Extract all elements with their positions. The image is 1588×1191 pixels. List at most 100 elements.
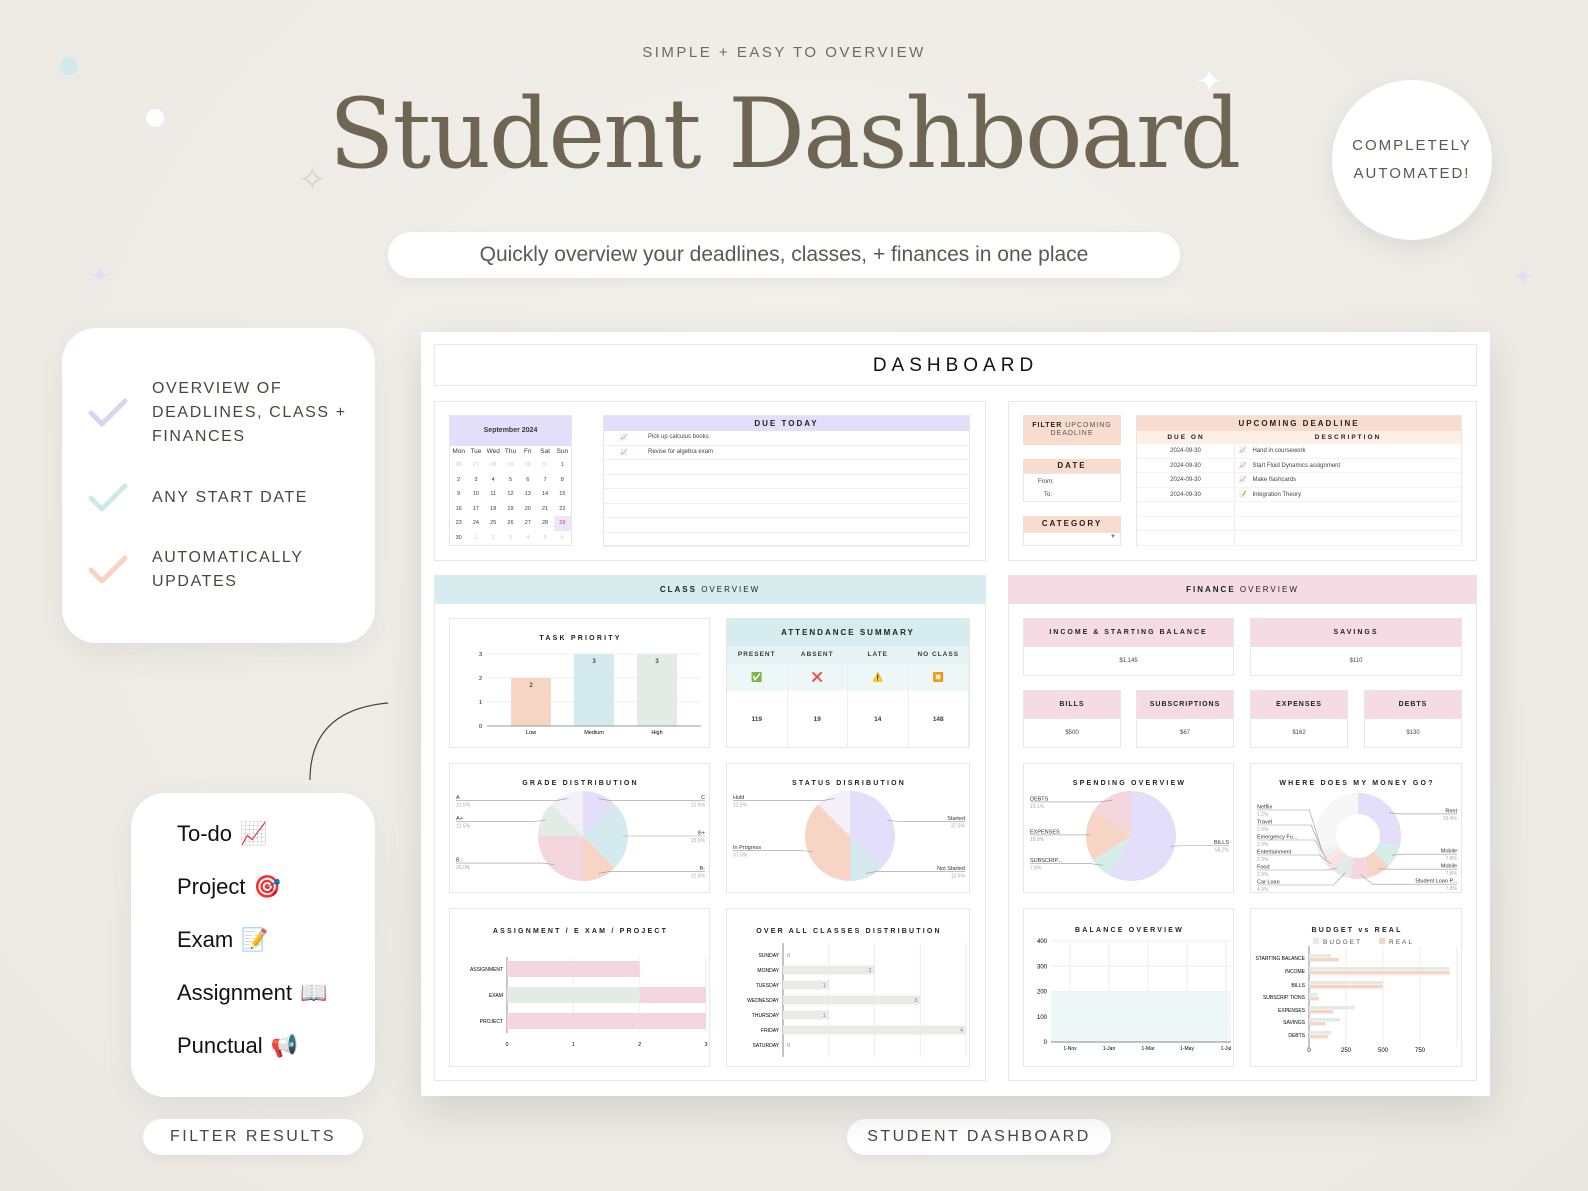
- calendar-day[interactable]: 2: [491, 534, 495, 541]
- bar: [1309, 1035, 1329, 1039]
- calendar-day[interactable]: 6: [560, 534, 564, 541]
- attendance-header: ATTENDANCE SUMMARY: [727, 619, 969, 646]
- calendar-day[interactable]: 10: [472, 491, 479, 498]
- category-label: TUESDAY: [756, 983, 780, 989]
- calendar-day[interactable]: 29: [553, 516, 571, 531]
- slice-percent: 25.0%: [456, 865, 471, 871]
- category-label: INCOME: [1285, 969, 1306, 975]
- calendar-day[interactable]: 23: [455, 520, 462, 527]
- category-select[interactable]: ▼: [1023, 532, 1121, 546]
- student-dashboard-caption: STUDENT DASHBOARD: [847, 1119, 1111, 1155]
- calendar-day[interactable]: 30: [455, 534, 462, 541]
- filter-item[interactable]: Exam 📝: [177, 927, 269, 953]
- chart-title: ASSIGNMENT / E XAM / PROJECT: [493, 928, 668, 935]
- slice-percent: 12.5%: [733, 803, 748, 809]
- filter-item[interactable]: Assignment 📖: [177, 980, 327, 1006]
- calendar-day[interactable]: 30: [524, 462, 531, 468]
- finance-card-value: $1,145: [1119, 658, 1138, 664]
- kicker: SIMPLE + EASY TO OVERVIEW: [642, 44, 926, 61]
- calendar-day[interactable]: 5: [508, 476, 513, 483]
- calendar-day[interactable]: 20: [524, 505, 531, 512]
- label-leader-line: [733, 850, 813, 852]
- calendar-day[interactable]: 14: [541, 491, 549, 498]
- calendar-day[interactable]: 24: [472, 520, 479, 527]
- bar: [1309, 985, 1383, 989]
- calendar-day[interactable]: 12: [507, 491, 514, 498]
- attendance-label: LATE: [848, 646, 909, 664]
- label-leader-line: [733, 798, 835, 801]
- from-date-input[interactable]: [1072, 475, 1120, 488]
- calendar-day[interactable]: 22: [559, 505, 566, 512]
- class-rest: OVERVIEW: [701, 585, 761, 594]
- deadline-description: 📝 Integration Theory: [1235, 488, 1461, 502]
- filter-rest: UPCOMING DEADLINE: [1050, 422, 1112, 437]
- calendar-day[interactable]: 1: [560, 462, 564, 468]
- calendar-day[interactable]: 3: [474, 476, 478, 483]
- bar: [1309, 1010, 1333, 1014]
- calendar-day[interactable]: 5: [543, 534, 547, 541]
- finance-card-value: $500: [1065, 730, 1079, 736]
- deadline-text: Make flashcards: [1252, 477, 1297, 483]
- pie-slice: [583, 804, 628, 868]
- calendar-day[interactable]: 27: [472, 462, 479, 468]
- calendar-day[interactable]: 29: [507, 462, 514, 468]
- x-tick-label: 1-Nov: [1063, 1046, 1077, 1052]
- x-tick-label: 750: [1415, 1048, 1426, 1054]
- chart-title: TASK PRIORITY: [539, 635, 621, 642]
- bar-value-label: 1: [823, 1013, 826, 1019]
- features-card: OVERVIEW OF DEADLINES, CLASS + FINANCES A…: [62, 328, 375, 643]
- calendar-day[interactable]: 26: [455, 462, 462, 468]
- calendar-day[interactable]: 28: [541, 520, 549, 527]
- label-leader-line: [1170, 845, 1229, 847]
- calendar-day[interactable]: 27: [524, 520, 531, 527]
- calendar-day[interactable]: 28: [490, 462, 497, 468]
- slice-label: Food: [1257, 865, 1270, 871]
- due-today-row: [604, 460, 969, 475]
- calendar-day[interactable]: 21: [541, 505, 549, 512]
- weekday-label: Thu: [504, 448, 517, 455]
- calendar-day[interactable]: 9: [457, 491, 461, 498]
- calendar-day[interactable]: 4: [526, 534, 530, 541]
- calendar-day[interactable]: 19: [507, 505, 514, 512]
- calendar-day[interactable]: 8: [560, 476, 564, 483]
- calendar-day[interactable]: 16: [455, 505, 462, 512]
- calendar-day[interactable]: 1: [474, 534, 478, 541]
- calendar-day[interactable]: 11: [490, 491, 497, 498]
- calendar-day[interactable]: 26: [507, 520, 514, 527]
- bar-value-label: 1: [823, 983, 826, 989]
- calendar-day[interactable]: 6: [526, 476, 530, 483]
- finance-card-label: DEBTS: [1365, 691, 1461, 719]
- calendar-day[interactable]: 3: [508, 534, 513, 541]
- assignment-exam-project-chart: ASSIGNMENT / E XAM / PROJECT ASSIGNMENT EX…: [449, 908, 710, 1067]
- calendar-day[interactable]: 13: [524, 491, 531, 498]
- calendar-day[interactable]: 17: [472, 505, 479, 512]
- x-tick-label: 1-Mar: [1141, 1046, 1154, 1052]
- slice-label: Mobile: [1441, 864, 1457, 870]
- filter-item[interactable]: To-do 📈: [177, 821, 267, 847]
- chevron-down-icon: ▼: [1110, 534, 1116, 540]
- calendar-day[interactable]: 31: [541, 462, 549, 468]
- due-today-header: DUE TODAY: [604, 416, 969, 431]
- calendar-day[interactable]: 25: [490, 520, 497, 527]
- filter-item[interactable]: Project 🎯: [177, 874, 281, 900]
- tagline: Quickly overview your deadlines, classes…: [388, 232, 1180, 278]
- filter-item[interactable]: Punctual 📢: [177, 1033, 298, 1059]
- calendar-day[interactable]: 18: [490, 505, 497, 512]
- calendar-month: September 2024: [450, 416, 571, 446]
- attendance-count: 119: [727, 691, 788, 748]
- slice-percent: 12.5%: [951, 873, 966, 879]
- bar: [1309, 981, 1383, 985]
- attendance-status-icon: ❌: [788, 664, 848, 691]
- y-tick-label: 300: [1037, 964, 1048, 970]
- y-tick-label: 2: [479, 676, 482, 682]
- calendar-day[interactable]: 4: [491, 476, 495, 483]
- calendar-day[interactable]: 7: [543, 476, 547, 483]
- calendar-day[interactable]: 2: [457, 476, 461, 483]
- category-header: CATEGORY: [1023, 516, 1121, 532]
- finance-card: DEBTS $130: [1364, 690, 1462, 748]
- slice-label: Travel: [1257, 820, 1272, 826]
- calendar-day[interactable]: 15: [559, 491, 566, 498]
- bar-value-label: 2: [868, 968, 871, 974]
- x-tick-label: 500: [1378, 1048, 1389, 1054]
- to-date-input[interactable]: [1072, 488, 1120, 501]
